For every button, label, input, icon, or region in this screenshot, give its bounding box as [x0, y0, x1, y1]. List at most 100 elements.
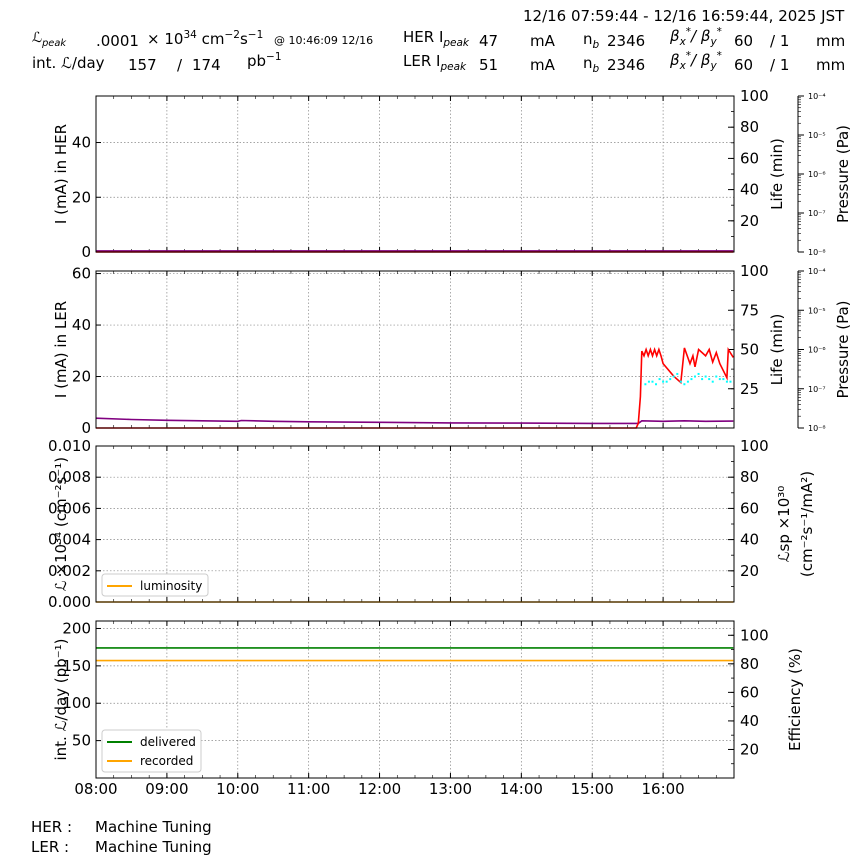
integrated-ytick-label: 50	[72, 732, 91, 750]
ler-beta-unit: mm	[816, 56, 846, 74]
ler-pressure-point	[690, 378, 693, 381]
lpeak-units-cm-exp: −2	[224, 29, 240, 41]
ler-pressure-point	[701, 378, 704, 381]
her-y2tick-label: 80	[740, 118, 759, 136]
int-lumi-units: pb−1	[247, 52, 282, 70]
luminosity-ytick-label: 0.004	[48, 531, 91, 549]
ler-pressure-point	[644, 383, 647, 386]
ler-pressure-point	[651, 380, 654, 383]
lpeak-value: .0001	[96, 32, 139, 50]
integrated-ytick-label: 150	[62, 657, 91, 675]
int-lumi-units-pb: pb	[247, 52, 267, 70]
her-y2label: Life (min)	[768, 138, 786, 210]
her-nb-label: nb	[583, 30, 600, 51]
ler-pressure-point	[676, 372, 679, 375]
ler-pressure-tick-label: 10⁻⁸	[808, 424, 826, 433]
integrated-legend-label: delivered	[140, 735, 196, 749]
luminosity-legend-box	[101, 573, 209, 597]
ler-pressure-tick-label: 10⁻⁴	[808, 267, 826, 276]
ler-ytick-label: 20	[72, 368, 91, 386]
luminosity-y2tick-label: 20	[740, 562, 759, 580]
her-ytick-label: 0	[81, 243, 91, 261]
luminosity-ytick-label: 0.008	[48, 468, 91, 486]
ler-y2tick-label: 25	[740, 380, 759, 398]
her-pressure-tick-label: 10⁻⁵	[808, 131, 826, 140]
ler-pressure-point	[718, 378, 721, 381]
xtick-label: 11:00	[287, 780, 330, 798]
int-lumi-delivered: 157	[128, 56, 157, 74]
luminosity-legend-label: luminosity	[140, 579, 202, 593]
her-pressure-tick-label: 10⁻⁴	[808, 92, 826, 101]
ler-pressure-point	[647, 380, 650, 383]
her-beta-label: βx*/ βy*	[670, 26, 722, 48]
her-nb-value: 2346	[607, 32, 646, 50]
ler-pressure-tick-label: 10⁻⁶	[808, 346, 826, 355]
integrated-y2label: Efficiency (%)	[786, 648, 804, 751]
ler-pressure-point	[708, 378, 711, 381]
luminosity-ytick-label: 0.002	[48, 562, 91, 580]
her-y2tick-label: 100	[740, 87, 769, 105]
lpeak-units-cm: cm	[196, 30, 225, 48]
her-y2tick-label: 20	[740, 212, 759, 230]
ler-beta-value: 60	[734, 56, 754, 74]
ler-frame	[95, 270, 735, 429]
ler-pressure-point	[679, 380, 682, 383]
integrated-legend-label: recorded	[140, 754, 193, 768]
ler-pressure-point	[725, 380, 728, 383]
lpeak-units-mult: × 10	[147, 30, 184, 48]
ler-pressure-label: Pressure (Pa)	[834, 300, 852, 398]
ler-y2tick-label: 50	[740, 341, 759, 359]
int-lumi-units-exp: −1	[266, 51, 282, 63]
ler-beta-label: βx*/ βy*	[670, 50, 722, 72]
ler-pressure-point	[711, 380, 714, 383]
ler-current-line	[95, 417, 734, 425]
xtick-label: 10:00	[216, 780, 259, 798]
ler-nb-value: 2346	[607, 56, 646, 74]
luminosity-y2tick-label: 40	[740, 531, 759, 549]
time-range: 12/16 07:59:44 - 12/16 16:59:44, 2025 JS…	[523, 7, 845, 25]
integrated-y2tick-label: 60	[740, 683, 759, 701]
integrated-y2tick-label: 80	[740, 655, 759, 673]
her-beta-ratio: / 1	[770, 32, 790, 50]
ler-ytick-label: 0	[81, 419, 91, 437]
ler-pressure-point	[669, 378, 672, 381]
ler-status-value: Machine Tuning	[95, 838, 212, 856]
luminosity-y2label-units: (cm⁻²s⁻¹/mA²)	[798, 471, 816, 577]
int-lumi-slash: /	[177, 56, 183, 74]
ler-pressure-point	[665, 380, 668, 383]
ler-pressure-point	[729, 380, 732, 383]
luminosity-frame	[95, 445, 735, 603]
integrated-ytick-label: 100	[62, 694, 91, 712]
ler-y2tick-label: 100	[740, 262, 769, 280]
her-ipeak-unit: mA	[530, 32, 555, 50]
integrated-frame	[95, 620, 735, 779]
xtick-label: 12:00	[358, 780, 401, 798]
integrated-ylabel: int. ℒ/day (pb⁻¹)	[52, 639, 70, 761]
her-status-label: HER :	[31, 818, 73, 836]
ler-ipeak-value: 51	[479, 56, 499, 74]
ler-ipeak-label: LER Ipeak	[403, 52, 467, 73]
ler-ylabel: I (mA) in LER	[52, 301, 70, 398]
lpeak-units-s-exp: −1	[247, 29, 264, 41]
ler-pressure-point	[697, 372, 700, 375]
integrated-y2tick-label: 40	[740, 712, 759, 730]
ler-pressure-point	[704, 375, 707, 378]
luminosity-ylabel: ℒ ×10³⁴ (cm⁻²s⁻¹)	[52, 457, 70, 591]
her-pressure-tick-label: 10⁻⁷	[808, 209, 826, 218]
ler-ytick-label: 40	[72, 316, 91, 334]
xtick-label: 14:00	[500, 780, 543, 798]
luminosity-y2tick-label: 80	[740, 468, 759, 486]
ler-ytick-label: 60	[72, 265, 91, 283]
her-frame	[95, 95, 735, 253]
ler-nb-label: nb	[583, 54, 600, 75]
her-beta-value: 60	[734, 32, 754, 50]
lpeak-units-s: s	[239, 30, 248, 48]
xtick-label: 15:00	[571, 780, 614, 798]
ler-pressure-point	[672, 375, 675, 378]
xtick-label: 13:00	[429, 780, 472, 798]
luminosity-ytick-label: 0.006	[48, 499, 91, 517]
integrated-y2tick-label: 100	[740, 626, 769, 644]
luminosity-y2label: ℒsp ×10³⁰	[775, 486, 793, 563]
ler-ipeak-unit: mA	[530, 56, 555, 74]
ler-lifetime-line	[96, 346, 734, 429]
